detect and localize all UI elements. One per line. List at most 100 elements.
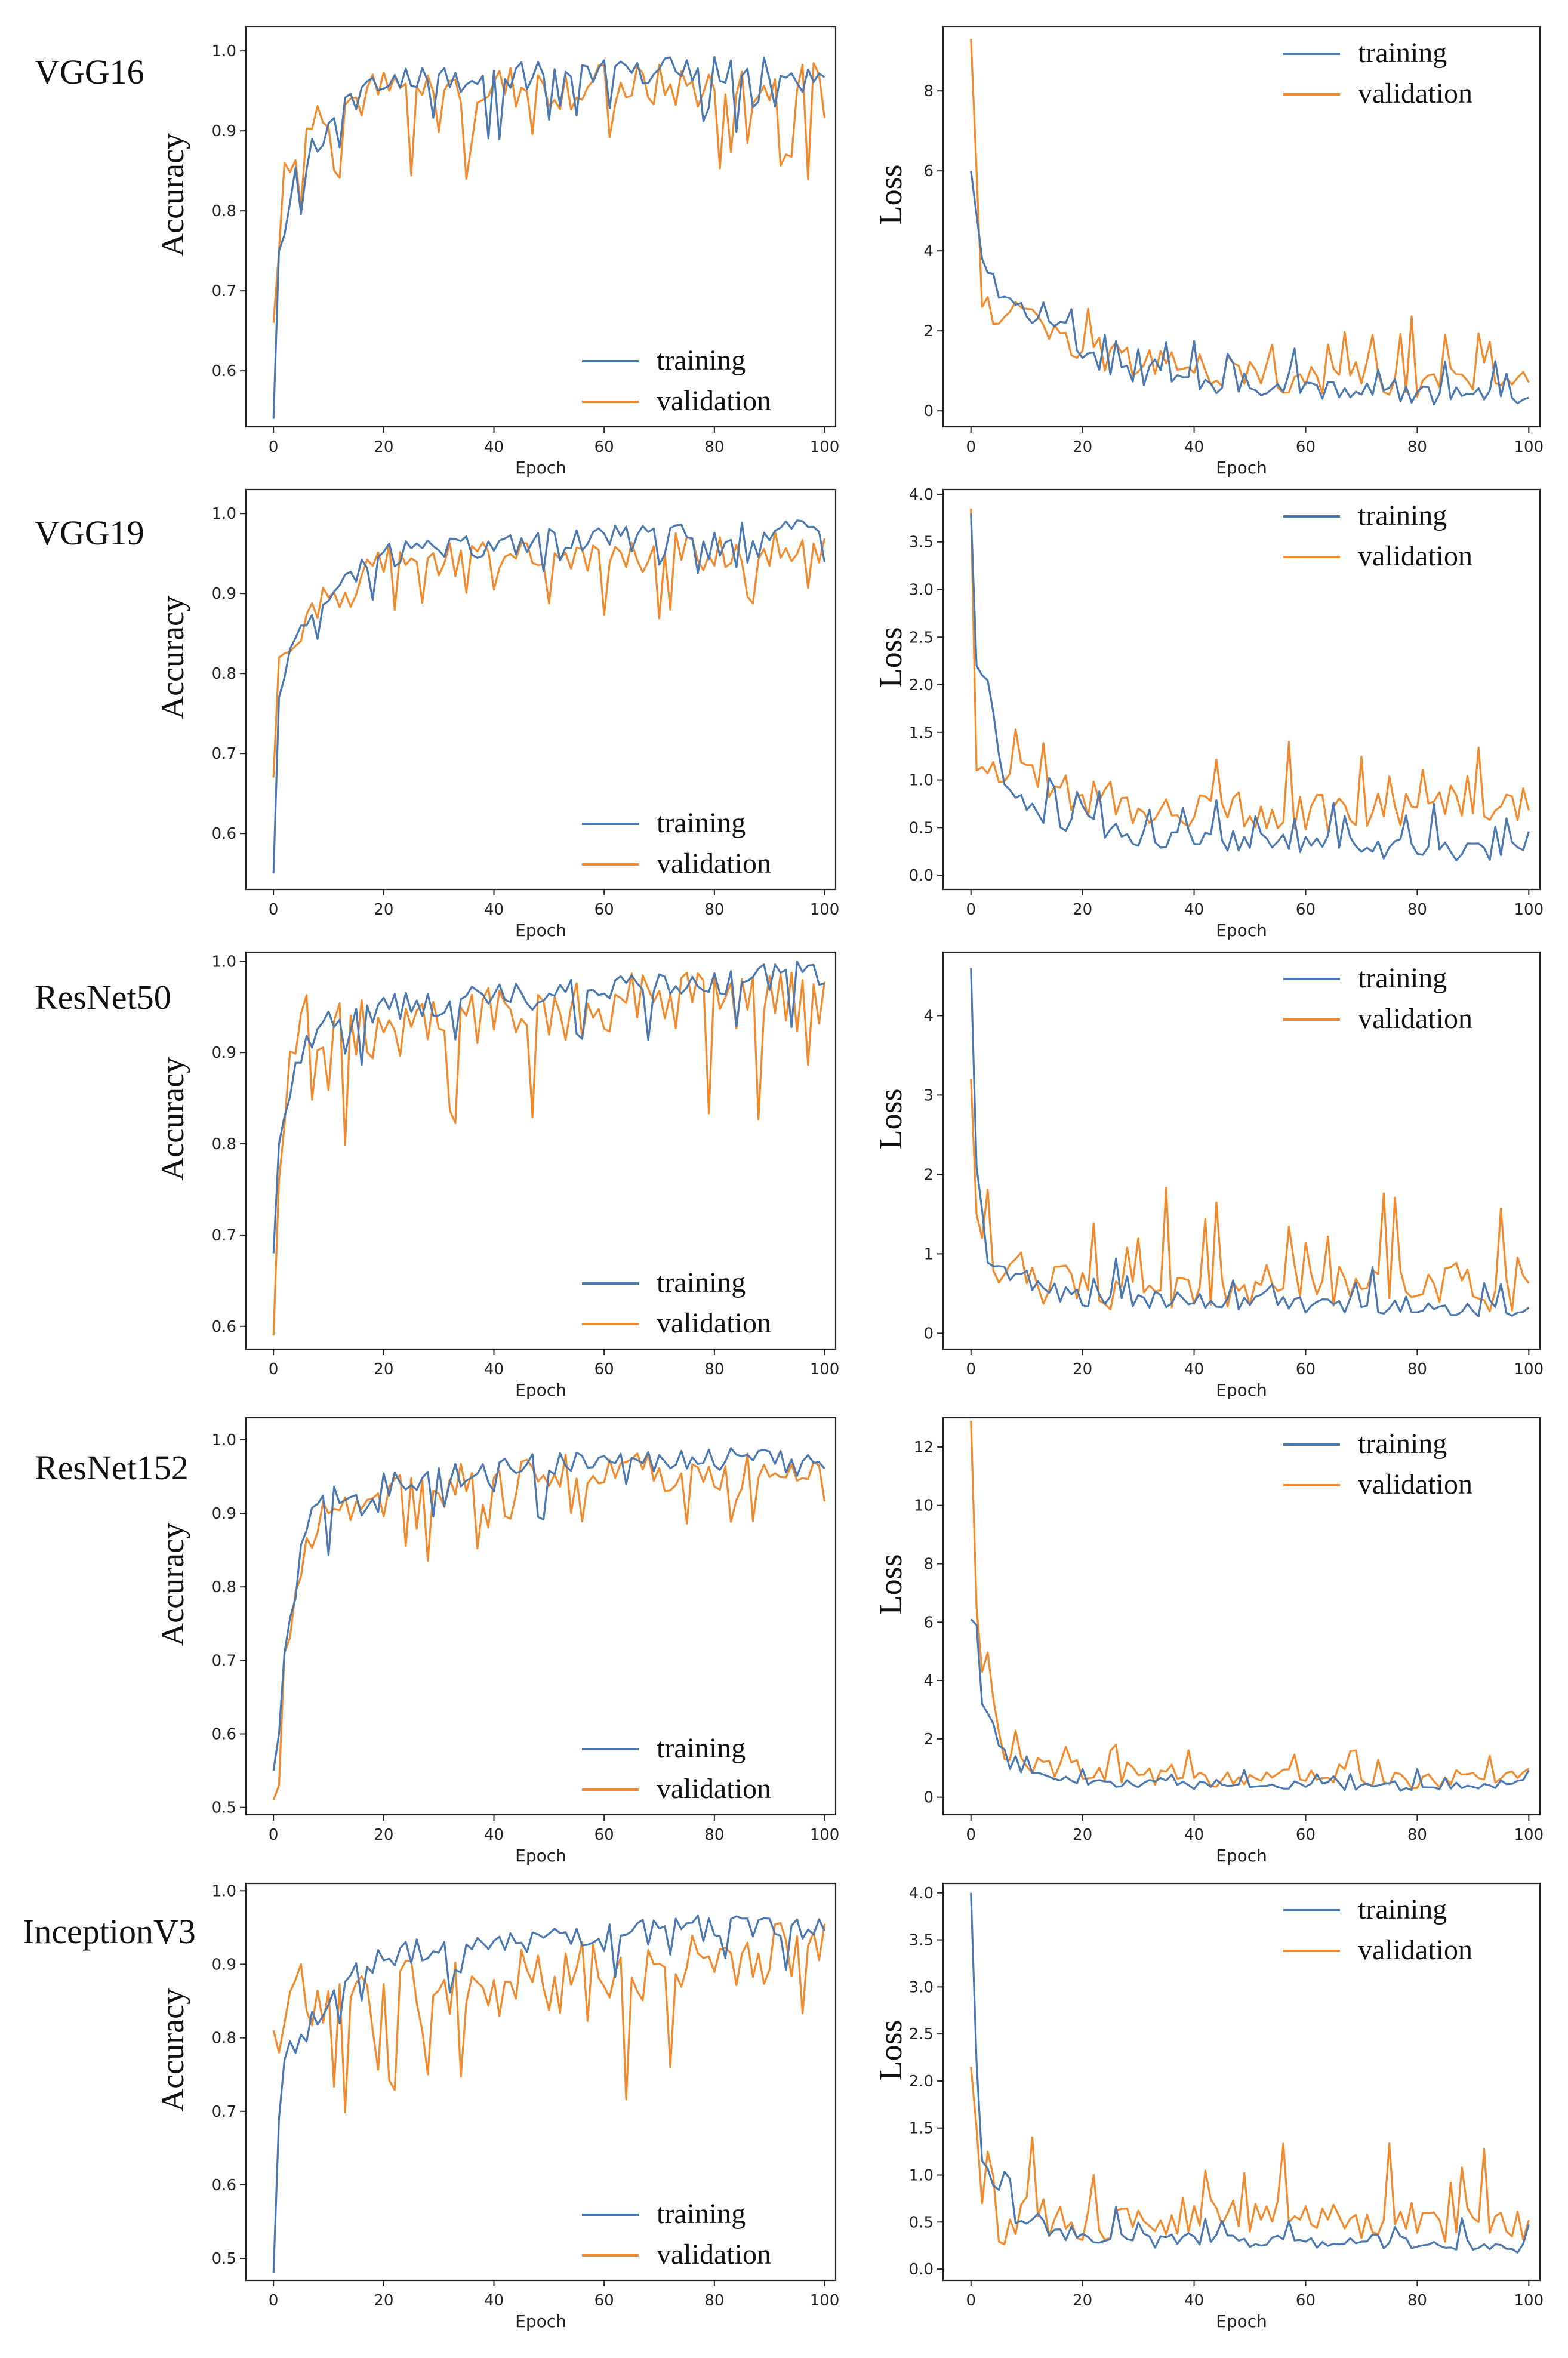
y-tick-label: 3.5: [909, 534, 934, 552]
series-training: [970, 1618, 1530, 1792]
model-label: VGG16: [35, 53, 144, 91]
y-tick-label: 0.9: [212, 585, 236, 603]
x-tick-label: 80: [704, 901, 724, 919]
y-tick-label: 0.7: [212, 2103, 236, 2121]
y-tick-label: 0.5: [212, 2250, 236, 2268]
x-tick-label: 80: [704, 1360, 724, 1378]
y-tick-label: 0.6: [212, 1726, 236, 1744]
y-tick-label: 0.6: [212, 1318, 236, 1336]
chart-resnet50-accuracy: 0 20 40 60 80 100 0.6 0.7 0.8 0.9 1.0 Epoch Accuracy…: [35, 951, 839, 1400]
y-tick-label: 0.6: [212, 362, 236, 380]
x-tick-label: 60: [594, 1826, 614, 1844]
y-tick-label: 3.0: [909, 581, 934, 599]
x-tick-label: 100: [810, 901, 840, 919]
plot-frame: [942, 1417, 1541, 1816]
y-tick-label: 0.8: [212, 202, 236, 220]
y-axis-label: Loss: [873, 1088, 908, 1149]
x-tick-label: 60: [1296, 901, 1316, 919]
y-tick-label: 0.7: [212, 282, 236, 300]
series-training: [970, 1892, 1530, 2254]
x-tick-label: 20: [374, 901, 393, 919]
chart-vgg16-loss: 0 20 40 60 80 100 0 2 4 6 8 Epoch Loss training valida…: [873, 26, 1544, 478]
x-axis-label: Epoch: [1216, 2311, 1267, 2331]
series-validation: [970, 2067, 1530, 2246]
x-tick-label: 20: [374, 438, 393, 456]
legend-label-validation: validation: [1358, 1003, 1472, 1035]
x-tick-label: 0: [966, 2292, 976, 2310]
x-tick-label: 0: [966, 1826, 976, 1844]
y-tick-label: 0.0: [909, 867, 934, 885]
x-tick-label: 80: [1407, 1360, 1427, 1378]
plot-frame: [942, 1882, 1541, 2282]
series-validation: [970, 508, 1530, 832]
y-axis-label: Accuracy: [155, 1057, 190, 1181]
y-tick-label: 0.6: [212, 2177, 236, 2194]
series-training: [272, 519, 826, 874]
y-axis-label: Loss: [873, 627, 908, 688]
y-tick-label: 0.9: [212, 1044, 236, 1062]
series-validation: [970, 1420, 1530, 1790]
x-tick-label: 0: [966, 1360, 976, 1378]
y-tick-label: 0: [923, 1789, 934, 1807]
series-validation: [272, 1452, 826, 1800]
x-axis-label: Epoch: [1216, 1846, 1267, 1866]
x-tick-label: 60: [1296, 438, 1316, 456]
y-tick-label: 0.0: [909, 2261, 934, 2279]
y-tick-label: 0.8: [212, 1578, 236, 1596]
y-axis-label: Loss: [873, 2020, 908, 2080]
plot-frame: [942, 26, 1541, 428]
x-tick-label: 40: [1184, 901, 1204, 919]
y-tick-label: 4: [923, 1007, 934, 1025]
x-tick-label: 0: [966, 438, 976, 456]
chart-inceptionv3-accuracy: 0 20 40 60 80 100 0.5 0.6 0.7 0.8 0.9 1.0 Epoch Accur…: [23, 1882, 839, 2331]
x-tick-label: 40: [484, 1360, 504, 1378]
legend-label-validation: validation: [1358, 78, 1472, 109]
y-tick-label: 0.8: [212, 1135, 236, 1153]
y-tick-label: 0.7: [212, 1227, 236, 1245]
plot-frame: [245, 26, 837, 428]
x-tick-label: 0: [269, 438, 279, 456]
y-axis-label: Loss: [873, 164, 908, 225]
y-tick-label: 6: [923, 1614, 934, 1631]
chart-vgg19-accuracy: 0 20 40 60 80 100 0.6 0.7 0.8 0.9 1.0 Epoch Accuracy…: [35, 488, 840, 940]
y-tick-label: 3.5: [909, 1932, 934, 1950]
x-tick-label: 0: [269, 1826, 279, 1844]
x-tick-label: 40: [1184, 1826, 1204, 1844]
y-tick-label: 0: [923, 1325, 934, 1343]
x-axis-label: Epoch: [515, 1380, 566, 1400]
y-axis-label: Accuracy: [155, 596, 190, 719]
legend-label-validation: validation: [657, 1307, 771, 1339]
x-tick-label: 40: [1184, 438, 1204, 456]
x-tick-label: 100: [1514, 1826, 1544, 1844]
y-tick-label: 2.5: [909, 2025, 934, 2043]
x-tick-label: 60: [594, 438, 614, 456]
y-tick-label: 0.7: [212, 745, 236, 763]
x-tick-label: 80: [1407, 1826, 1427, 1844]
x-tick-label: 60: [594, 2292, 614, 2310]
legend-label-training: training: [657, 344, 746, 376]
y-tick-label: 4.0: [909, 1885, 934, 1903]
chart-resnet152-accuracy: 0 20 40 60 80 100 0.5 0.6 0.7 0.8 0.9 1.0 Epoch Accur…: [35, 1417, 839, 1866]
legend-label-training: training: [1358, 37, 1447, 69]
y-tick-label: 0.7: [212, 1652, 236, 1670]
x-tick-label: 20: [374, 2292, 393, 2310]
y-tick-label: 6: [923, 162, 934, 180]
x-tick-label: 60: [1296, 1826, 1316, 1844]
x-tick-label: 40: [1184, 1360, 1204, 1378]
y-tick-label: 3: [923, 1086, 934, 1104]
y-axis-label: Accuracy: [155, 133, 190, 257]
x-tick-label: 80: [1407, 901, 1427, 919]
y-axis-label: Accuracy: [155, 1988, 190, 2112]
legend-label-validation: validation: [1358, 1469, 1472, 1500]
y-tick-label: 0.9: [212, 122, 236, 140]
y-tick-label: 2: [923, 1166, 934, 1184]
x-tick-label: 40: [484, 901, 504, 919]
legend-label-validation: validation: [657, 385, 771, 417]
y-tick-label: 2: [923, 322, 934, 340]
x-tick-label: 20: [1073, 1360, 1092, 1378]
chart-inceptionv3-loss: 0 20 40 60 80 100 0.0 0.5 1.0 1.5 2.0 2.5 3.0 3.5 4.0 E…: [873, 1882, 1544, 2331]
x-tick-label: 100: [1514, 901, 1544, 919]
model-label: ResNet152: [35, 1448, 189, 1487]
series-validation: [970, 39, 1530, 398]
